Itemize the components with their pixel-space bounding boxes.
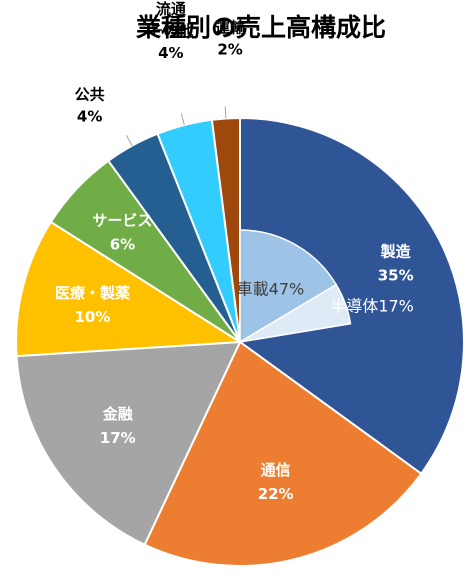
sub-pie-slice-1 bbox=[239, 283, 352, 343]
slice-label-value-3: 10% bbox=[75, 308, 111, 326]
sub-slice-label-1: 半導体17% bbox=[330, 296, 414, 315]
pie-slice-7 bbox=[210, 116, 241, 343]
pie-slices bbox=[15, 116, 465, 567]
slice-label-value-1: 22% bbox=[258, 485, 294, 503]
slice-label-name-4: サービス bbox=[92, 212, 152, 230]
leader-line-6 bbox=[180, 113, 185, 126]
leader-line-7 bbox=[224, 106, 227, 119]
sub-pie-slices bbox=[239, 229, 352, 344]
slice-label-name-3: 医療・製薬 bbox=[55, 284, 130, 302]
slice-label-name-5: 公共 bbox=[75, 85, 105, 103]
slice-label-name-6: 流通 bbox=[156, 0, 186, 18]
sub-pie-slice-0 bbox=[239, 229, 338, 344]
slice-label-name-7: 運輸 bbox=[215, 19, 246, 37]
slice-label-value-4: 6% bbox=[110, 236, 135, 254]
leader-lines bbox=[125, 106, 227, 146]
slice-label-value-6: 4% bbox=[158, 44, 183, 62]
slice-label-name-1: 通信 bbox=[261, 461, 291, 479]
slice-label-name-0: 製造 bbox=[380, 243, 411, 261]
pie-slice-2 bbox=[15, 340, 242, 547]
slice-label-value-2: 17% bbox=[100, 429, 136, 447]
slice-label-name2-6: その他 bbox=[148, 22, 193, 40]
slice-label-value-7: 2% bbox=[217, 41, 242, 59]
chart-title: 業種別の売上高構成比 bbox=[136, 13, 386, 42]
pie-slice-3 bbox=[15, 220, 244, 358]
slice-label-value-5: 4% bbox=[77, 107, 102, 125]
leader-line-5 bbox=[125, 134, 133, 146]
sub-slice-label-0: 車載47% bbox=[237, 279, 305, 298]
slice-label-name-2: 金融 bbox=[102, 405, 133, 423]
slice-label-value-0: 35% bbox=[378, 267, 414, 285]
pie-slice-0 bbox=[239, 116, 465, 476]
